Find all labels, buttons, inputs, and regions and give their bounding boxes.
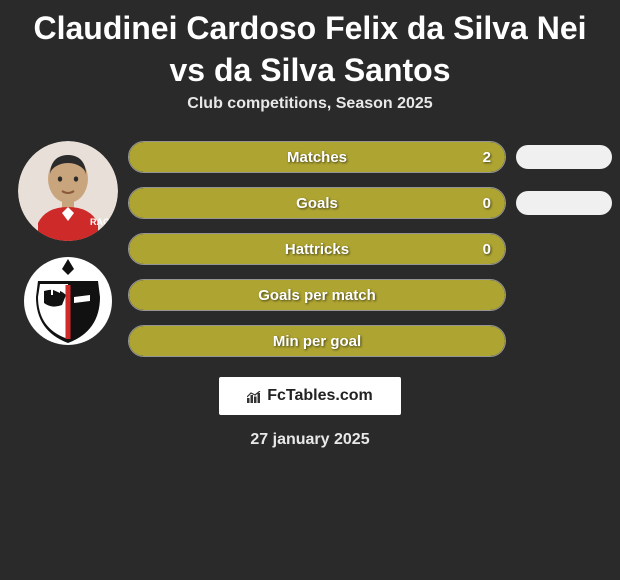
stat-value: 2 [483, 149, 491, 166]
brand-logo: FcTables.com [219, 377, 401, 415]
chart-icon [247, 390, 261, 402]
left-column: RAC [8, 133, 128, 357]
opponent-pill [516, 145, 612, 169]
stat-value: 0 [483, 241, 491, 258]
club-badge [18, 251, 118, 351]
stat-row: Goals per match [128, 279, 612, 311]
stat-row: Goals 0 [128, 187, 612, 219]
stat-label: Goals [296, 195, 338, 212]
badge-icon [18, 251, 118, 351]
stat-row: Min per goal [128, 325, 612, 357]
stat-value: 0 [483, 195, 491, 212]
page-subtitle: Club competitions, Season 2025 [0, 95, 620, 133]
stat-bar-min-per-goal: Min per goal [128, 325, 506, 357]
player-avatar: RAC [18, 141, 118, 241]
stat-bar-hattricks: Hattricks 0 [128, 233, 506, 265]
content-area: RAC Matches 2 [0, 133, 620, 357]
stat-row: Matches 2 [128, 141, 612, 173]
stat-label: Matches [287, 149, 347, 166]
brand-text: FcTables.com [267, 387, 373, 405]
avatar-icon: RAC [18, 141, 118, 241]
stat-row: Hattricks 0 [128, 233, 612, 265]
opponent-spacer [516, 329, 612, 353]
opponent-spacer [516, 283, 612, 307]
stat-bar-goals: Goals 0 [128, 187, 506, 219]
opponent-pill [516, 191, 612, 215]
date-text: 27 january 2025 [250, 431, 369, 449]
stat-label: Min per goal [273, 333, 361, 350]
stat-bar-matches: Matches 2 [128, 141, 506, 173]
stat-label: Hattricks [285, 241, 349, 258]
opponent-spacer [516, 237, 612, 261]
svg-text:RAC: RAC [90, 217, 110, 227]
footer: FcTables.com 27 january 2025 [0, 377, 620, 449]
page-title: Claudinei Cardoso Felix da Silva Nei vs … [0, 0, 620, 95]
stat-label: Goals per match [258, 287, 376, 304]
stats-bars: Matches 2 Goals 0 Hattricks 0 [128, 133, 612, 357]
stat-bar-goals-per-match: Goals per match [128, 279, 506, 311]
